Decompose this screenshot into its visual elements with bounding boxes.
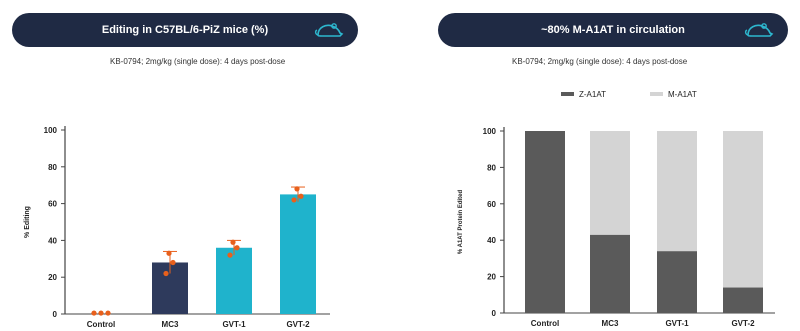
legend-label-m-a1at: M-A1AT — [668, 90, 697, 99]
bar-mc3-z-a1at — [590, 234, 630, 313]
data-point — [91, 310, 97, 316]
chart-left-header: Editing in C57BL/6-PiZ mice (%) — [12, 13, 358, 47]
y-tick-label: 20 — [48, 273, 57, 282]
legend-label-z-a1at: Z-A1AT — [579, 90, 606, 99]
legend-swatch-z-a1at — [561, 92, 574, 96]
x-tick-label: Control — [531, 319, 559, 328]
x-tick-label: GVT-2 — [286, 320, 310, 329]
data-point — [105, 310, 111, 316]
y-tick-label: 60 — [487, 200, 496, 209]
data-point — [230, 239, 236, 245]
bar-gvt-1 — [216, 247, 252, 314]
bar-gvt-2-m-a1at — [723, 131, 763, 288]
data-point — [291, 197, 297, 203]
legend-swatch-m-a1at — [650, 92, 663, 96]
x-tick-label: GVT-1 — [665, 319, 689, 328]
chart-right-header: ~80% M-A1AT in circulation — [438, 13, 788, 47]
x-tick-label: GVT-1 — [222, 320, 246, 329]
x-tick-label: MC3 — [602, 319, 619, 328]
chart-right-subtitle: KB-0794; 2mg/kg (single dose): 4 days po… — [512, 57, 688, 66]
mouse-icon — [744, 23, 774, 37]
x-tick-label: MC3 — [162, 320, 179, 329]
chart-right-title: ~80% M-A1AT in circulation — [541, 24, 685, 36]
data-point — [166, 250, 172, 256]
y-tick-label: 80 — [487, 163, 496, 172]
y-tick-label: 20 — [487, 273, 496, 282]
y-tick-label: 100 — [483, 127, 497, 136]
data-point — [170, 259, 176, 266]
editing-bar-chart: 0 20 40 60 80 100 % Editing Control MC3 GVT-1 GVT-… — [24, 126, 330, 329]
x-tick-label: GVT-2 — [731, 319, 755, 328]
bar-gvt-2-z-a1at — [723, 287, 763, 313]
chart-left-title: Editing in C57BL/6-PiZ mice (%) — [101, 24, 269, 36]
data-point — [163, 270, 169, 277]
data-point — [98, 310, 104, 316]
y-tick-label: 100 — [44, 126, 58, 135]
chart-left-subtitle: KB-0794; 2mg/kg (single dose): 4 days po… — [110, 57, 286, 66]
y-tick-label: 0 — [53, 310, 58, 319]
x-tick-label: Control — [87, 320, 115, 329]
bar-gvt-1-z-a1at — [657, 251, 697, 313]
bar-gvt-1-m-a1at — [657, 131, 697, 252]
y-axis-label: % Editing — [24, 206, 31, 238]
y-tick-label: 40 — [48, 236, 57, 245]
bar-gvt-2 — [280, 194, 316, 314]
y-tick-label: 60 — [48, 200, 57, 209]
mouse-icon — [314, 23, 344, 37]
bar-mc3-m-a1at — [590, 131, 630, 235]
y-tick-label: 40 — [487, 236, 496, 245]
y-tick-label: 0 — [492, 309, 497, 318]
data-point — [234, 245, 240, 251]
data-point — [298, 193, 304, 199]
data-point — [227, 252, 233, 258]
data-point — [294, 186, 300, 192]
y-axis-label: % A1AT Protein Edited — [458, 189, 464, 254]
bar-control-z-a1at — [525, 131, 565, 313]
y-tick-label: 80 — [48, 163, 57, 172]
